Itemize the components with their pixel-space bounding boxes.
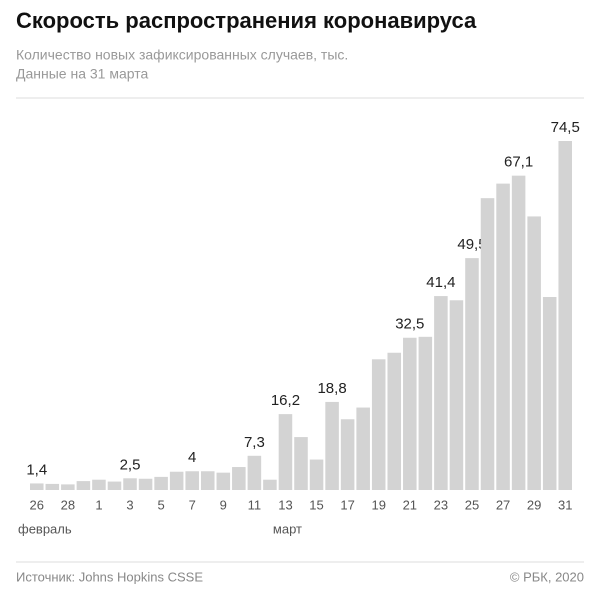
bar [325, 401, 339, 490]
bar [92, 479, 106, 490]
subtitle: Данные на 31 марта [16, 66, 148, 82]
value-label: 4 [188, 449, 196, 466]
month-label: февраль [18, 521, 72, 536]
x-tick-label: 25 [465, 497, 479, 512]
bar [61, 484, 75, 490]
bar [123, 478, 137, 490]
bar [232, 467, 246, 490]
x-tick-label: 11 [248, 497, 262, 512]
value-label: 67,1 [504, 154, 533, 171]
bar [294, 437, 308, 490]
x-tick-label: 9 [220, 497, 227, 512]
x-tick-label: 31 [558, 497, 572, 512]
bar [434, 296, 448, 490]
month-label: март [273, 521, 302, 536]
bar [511, 175, 526, 490]
value-label: 1,4 [26, 461, 47, 478]
bar [247, 455, 262, 490]
bar [185, 471, 199, 490]
x-tick-label: 26 [30, 497, 44, 512]
bar [480, 198, 495, 490]
subtitle: Количество новых зафиксированных случаев… [16, 47, 348, 63]
bar [154, 476, 168, 490]
bar [107, 481, 122, 490]
bar [340, 419, 355, 490]
bar [527, 216, 541, 490]
bar [278, 414, 293, 490]
chart-title: Скорость распространения коронавируса [16, 8, 477, 33]
x-tick-label: 5 [157, 497, 164, 512]
bar [45, 483, 60, 490]
x-tick-label: 19 [371, 497, 385, 512]
bar [403, 337, 417, 490]
x-tick-label: 27 [496, 497, 510, 512]
bar [496, 183, 510, 491]
x-tick-label: 13 [278, 497, 292, 512]
bar [169, 471, 184, 490]
bar [418, 336, 433, 490]
bar [30, 483, 44, 490]
value-label: 74,5 [551, 119, 580, 136]
x-tick-label: 23 [434, 497, 448, 512]
bar [356, 407, 370, 490]
bar [216, 472, 231, 490]
bar [138, 478, 153, 490]
bar [542, 296, 557, 490]
bar [465, 258, 479, 490]
x-tick-label: 15 [309, 497, 323, 512]
bar [449, 300, 464, 490]
value-label: 41,4 [426, 274, 455, 291]
bar [371, 359, 386, 490]
x-tick-label: 21 [403, 497, 417, 512]
value-label: 7,3 [244, 434, 265, 451]
bar [76, 481, 91, 490]
bar [309, 459, 324, 490]
value-label: 49,5 [457, 236, 486, 253]
x-tick-label: 3 [126, 497, 133, 512]
bar [200, 471, 215, 490]
bar [558, 141, 572, 490]
x-tick-label: 28 [61, 497, 75, 512]
x-tick-label: 17 [340, 497, 354, 512]
copyright: © РБК, 2020 [510, 569, 584, 584]
value-label: 16,2 [271, 392, 300, 409]
value-label: 32,5 [395, 316, 424, 333]
value-label: 2,5 [120, 456, 141, 473]
bar [263, 479, 277, 490]
value-label: 18,8 [317, 380, 346, 397]
x-tick-label: 7 [189, 497, 196, 512]
x-tick-label: 29 [527, 497, 541, 512]
source: Источник: Johns Hopkins CSSE [16, 569, 203, 584]
bar [387, 352, 402, 490]
x-tick-label: 1 [95, 497, 102, 512]
